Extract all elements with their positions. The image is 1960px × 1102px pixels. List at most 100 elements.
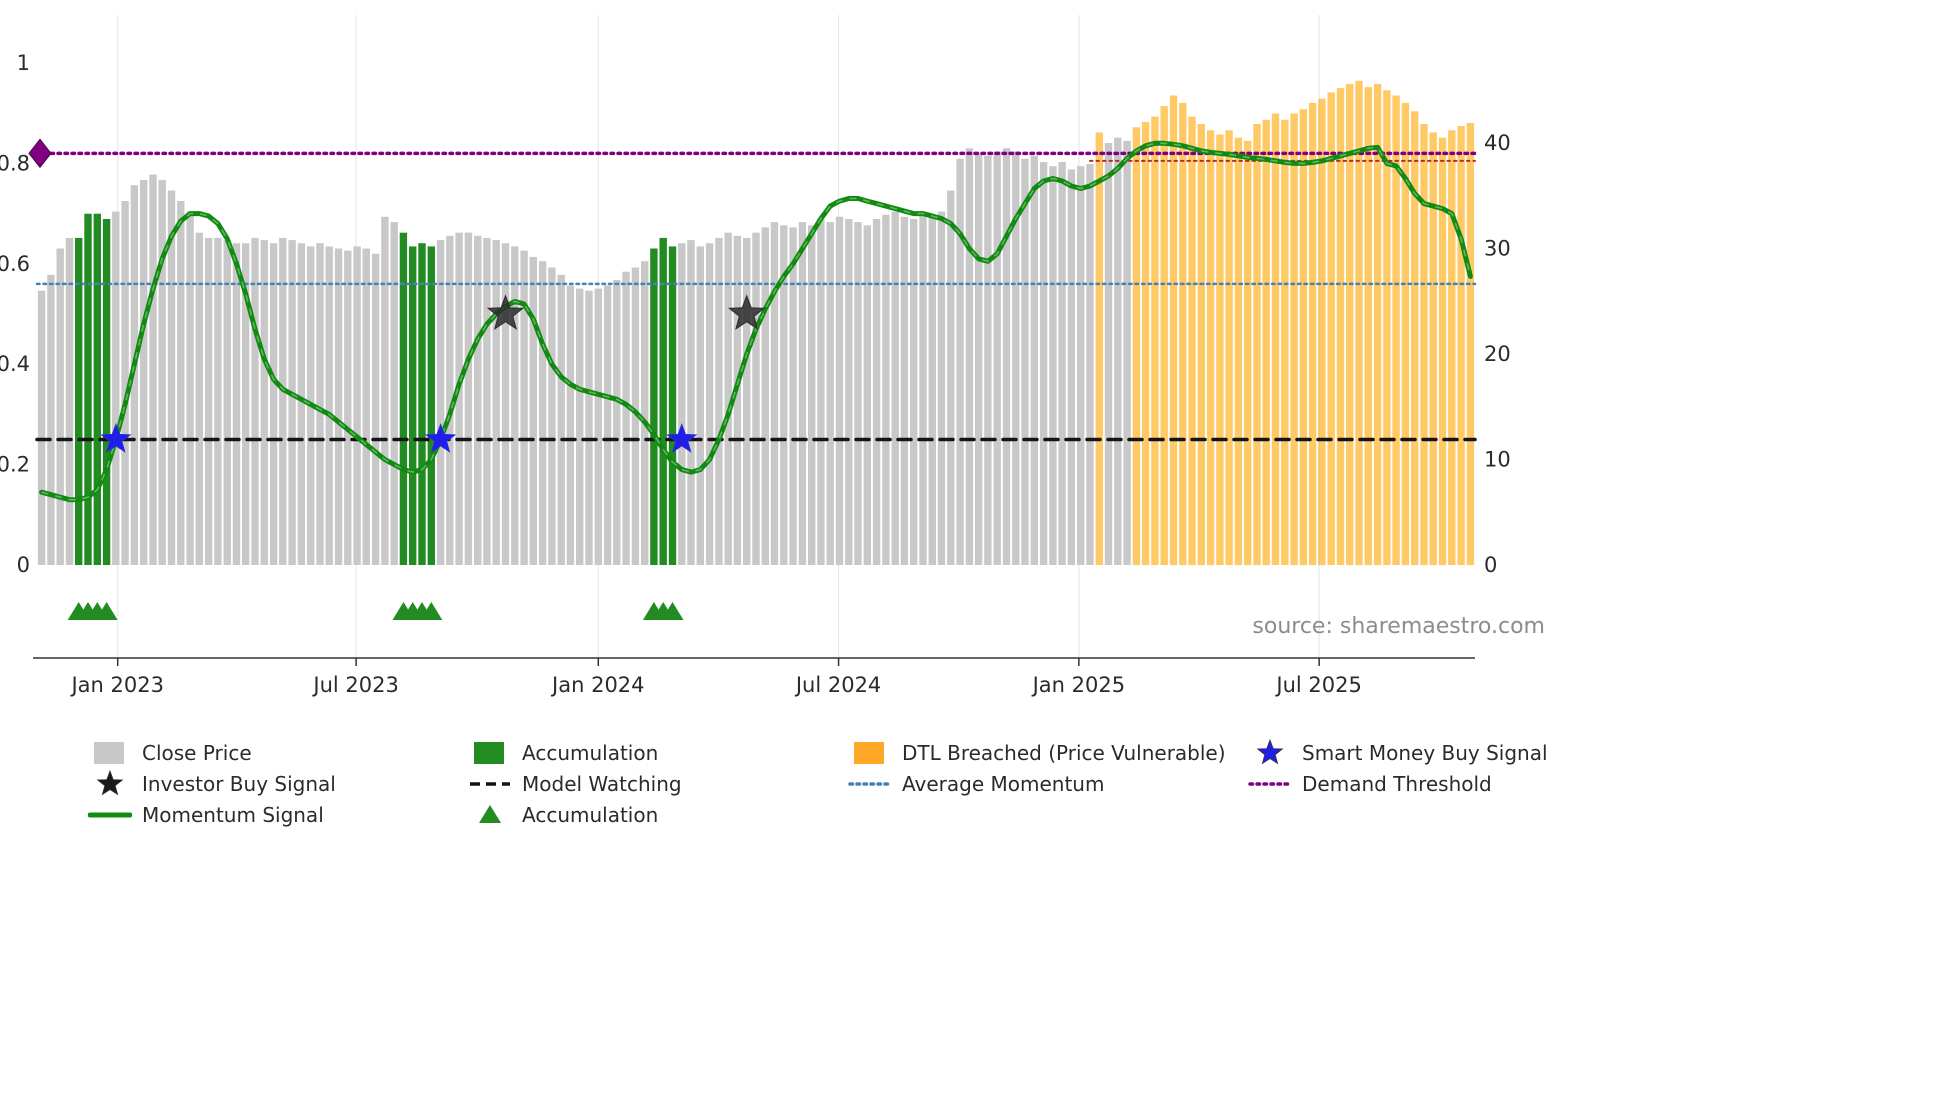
close-price-bar bbox=[882, 214, 890, 565]
dtl-breached-bar bbox=[1253, 124, 1261, 565]
star-swatch-icon bbox=[96, 769, 124, 795]
chart-legend: Close Price Investor Buy Signal Momentum S… bbox=[88, 737, 1628, 830]
close-price-bar bbox=[214, 237, 222, 565]
close-price-bar bbox=[780, 225, 788, 566]
close-price-bar bbox=[566, 285, 575, 565]
close-price-bar bbox=[1067, 169, 1076, 565]
dtl-breached-bar bbox=[1308, 102, 1317, 566]
close-price-bar bbox=[1086, 164, 1094, 565]
close-price-bar bbox=[826, 222, 834, 565]
accumulation-bar bbox=[93, 213, 101, 565]
right-axis-label: 30 bbox=[1484, 237, 1511, 261]
dtl-breached-bar bbox=[1206, 130, 1215, 566]
close-price-bar bbox=[260, 240, 268, 565]
dtl-breached-bar bbox=[1355, 80, 1363, 566]
legend-column: Close Price Investor Buy Signal Momentum S… bbox=[88, 737, 468, 830]
close-price-bar bbox=[362, 248, 370, 565]
dotted-line-swatch-icon bbox=[848, 781, 892, 786]
dtl-breached-bar bbox=[1299, 109, 1308, 565]
close-price-bar bbox=[1039, 162, 1048, 565]
accumulation-bar bbox=[650, 248, 658, 565]
dtl-breached-bar bbox=[1225, 130, 1233, 566]
close-price-bar bbox=[1030, 155, 1038, 565]
close-price-bar bbox=[705, 243, 714, 565]
dtl-breached-bar bbox=[1392, 95, 1400, 565]
close-price-bar bbox=[817, 219, 825, 565]
close-price-bar bbox=[1058, 162, 1066, 565]
triangle-swatch-icon bbox=[479, 804, 501, 823]
left-axis-label: 0.8 bbox=[0, 151, 30, 175]
close-price-bar bbox=[835, 216, 844, 566]
price-momentum-chart: Jan 2023 Jul 2023 Jan 2024 Jul 2024 Jan 2025… bbox=[0, 15, 1511, 697]
close-price-bar bbox=[297, 243, 306, 565]
close-price-bar bbox=[928, 216, 936, 566]
legend-item-investor-buy-signal: Investor Buy Signal bbox=[88, 768, 468, 799]
square-swatch-shape bbox=[474, 741, 504, 764]
close-price-bar bbox=[167, 190, 176, 565]
close-price-bar bbox=[678, 243, 686, 565]
dtl-breached-bar bbox=[1346, 83, 1354, 566]
legend-label: Model Watching bbox=[522, 771, 682, 796]
dtl-breached-bar bbox=[1281, 119, 1289, 566]
close-price-bar bbox=[344, 250, 352, 565]
close-price-bar bbox=[520, 250, 528, 565]
dtl-breached-bar bbox=[1318, 98, 1326, 565]
star-swatch-shape bbox=[96, 769, 124, 795]
line-swatch-icon bbox=[88, 812, 132, 817]
right-axis-label: 40 bbox=[1484, 131, 1511, 155]
dtl-breached-bar bbox=[1188, 116, 1196, 565]
legend-label: DTL Breached (Price Vulnerable) bbox=[902, 740, 1226, 765]
dtl-breached-bar bbox=[1160, 106, 1168, 565]
legend-item-dtl-breached-price-vulnerable-: DTL Breached (Price Vulnerable) bbox=[848, 737, 1248, 768]
accumulation-bar bbox=[659, 237, 667, 565]
close-price-bar bbox=[251, 237, 259, 565]
dtl-breached-bar bbox=[1216, 134, 1224, 565]
dtl-breached-bar bbox=[1336, 88, 1345, 565]
legend-item-average-momentum: Average Momentum bbox=[848, 768, 1248, 799]
star-swatch-shape bbox=[1256, 738, 1284, 764]
left-axis-label: 0 bbox=[17, 553, 30, 577]
legend-label: Accumulation bbox=[522, 740, 659, 765]
accumulation-bar bbox=[84, 213, 92, 565]
close-price-bar bbox=[743, 237, 751, 565]
dtl-breached-bar bbox=[1383, 90, 1391, 565]
close-price-bar bbox=[715, 237, 723, 565]
dtl-breached-bar bbox=[1141, 121, 1150, 566]
dotted-line-swatch-icon bbox=[1248, 781, 1292, 786]
legend-label: Investor Buy Signal bbox=[142, 771, 336, 796]
dtl-breached-bar bbox=[1411, 111, 1419, 566]
close-price-bar bbox=[956, 158, 964, 566]
legend-label: Momentum Signal bbox=[142, 802, 324, 827]
legend-label: Smart Money Buy Signal bbox=[1302, 740, 1548, 765]
close-price-bar bbox=[603, 285, 612, 565]
close-price-bar bbox=[279, 237, 287, 565]
square-swatch-shape bbox=[94, 741, 124, 764]
close-price-bar bbox=[789, 227, 797, 565]
close-price-bar bbox=[900, 216, 909, 566]
close-price-bar bbox=[242, 243, 250, 565]
x-axis-label: Jan 2024 bbox=[550, 673, 645, 697]
close-price-bar bbox=[761, 227, 769, 565]
close-price-bar bbox=[232, 243, 241, 565]
close-price-bar bbox=[56, 248, 64, 565]
close-price-bar bbox=[65, 237, 74, 565]
accumulation-triangle-marker bbox=[95, 602, 118, 620]
close-price-bar bbox=[687, 240, 695, 565]
close-price-bar bbox=[872, 219, 881, 565]
accumulation-bar bbox=[668, 246, 677, 565]
momentum-signal-line bbox=[39, 140, 1473, 503]
close-price-bar bbox=[1104, 143, 1113, 565]
left-axis-label: 0.4 bbox=[0, 352, 30, 376]
close-price-bar bbox=[529, 256, 537, 565]
close-price-bar bbox=[965, 148, 974, 566]
close-price-bar bbox=[919, 214, 927, 565]
momentum-signal-dash-overlay bbox=[41, 142, 1472, 501]
accumulation-bar bbox=[75, 237, 83, 565]
legend-column: Accumulation Model Watching Accumulation bbox=[468, 737, 848, 830]
close-price-bar bbox=[724, 232, 732, 565]
legend-item-model-watching: Model Watching bbox=[468, 768, 848, 799]
legend-label: Accumulation bbox=[522, 802, 659, 827]
square-swatch-shape bbox=[854, 741, 884, 764]
close-price-bar bbox=[334, 248, 343, 565]
